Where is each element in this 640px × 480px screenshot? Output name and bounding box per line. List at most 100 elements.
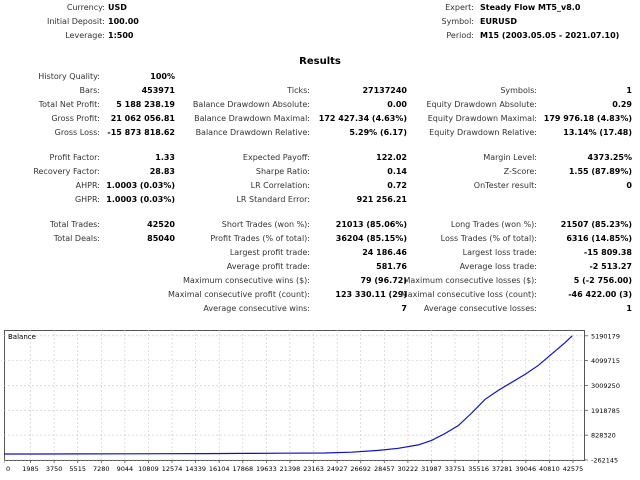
- x-tick-label: 0: [6, 465, 10, 473]
- x-tick-label: 12574: [162, 465, 183, 473]
- currency-label: Currency:: [66, 3, 105, 12]
- y-tick-label: 1918785: [591, 407, 620, 415]
- bal-dd-rel-label: Balance Drawdown Relative:: [195, 128, 310, 137]
- eq-dd-max-label: Equity Drawdown Maximal:: [427, 114, 537, 123]
- history-quality-label: History Quality:: [38, 72, 100, 81]
- y-tick-label: 4099715: [591, 357, 620, 365]
- ghpr-label: GHPR:: [74, 195, 100, 204]
- max-cons-losses-value: 5 (-2 756.00): [573, 276, 632, 285]
- y-tick-label: 3009250: [591, 382, 620, 390]
- bal-dd-rel-value: 5.29% (6.17): [349, 128, 407, 137]
- lr-std-error-value: 921 256.21: [356, 195, 407, 204]
- bars-value: 453971: [141, 86, 175, 95]
- gross-profit-value: 21 062 056.81: [110, 114, 175, 123]
- expected-payoff-value: 122.02: [376, 153, 407, 162]
- x-tick-label: 33751: [445, 465, 466, 473]
- lr-correlation-label: LR Correlation:: [250, 181, 310, 190]
- gross-loss-value: -15 873 818.62: [107, 128, 175, 137]
- eq-dd-rel-value: 13.14% (17.48): [563, 128, 632, 137]
- deposit-label: Initial Deposit:: [47, 17, 105, 26]
- bal-dd-abs-value: 0.00: [387, 100, 407, 109]
- x-tick-label: 21398: [280, 465, 301, 473]
- avg-profit-value: 581.76: [376, 262, 407, 271]
- x-tick-label: 3750: [46, 465, 63, 473]
- recovery-factor-label: Recovery Factor:: [33, 167, 100, 176]
- total-trades-label: Total Trades:: [50, 220, 100, 229]
- largest-loss-label: Largest loss trade:: [462, 248, 537, 257]
- symbol-label: Symbol:: [441, 17, 475, 26]
- chart-title: Balance: [8, 333, 36, 341]
- x-tick-label: 28457: [374, 465, 395, 473]
- recovery-factor-value: 28.83: [149, 167, 175, 176]
- maximal-cons-loss-label: Maximal consecutive loss (count):: [400, 290, 537, 299]
- x-tick-label: 37281: [492, 465, 513, 473]
- y-tick-label: 828320: [591, 432, 616, 440]
- x-tick-label: 40810: [539, 465, 560, 473]
- y-tick-label: 5190179: [591, 332, 620, 340]
- gross-loss-label: Gross Loss:: [54, 128, 100, 137]
- profit-trades-value: 36204 (85.15%): [335, 234, 407, 243]
- deposit-value: 100.00: [108, 17, 139, 26]
- x-tick-label: 42575: [563, 465, 584, 473]
- x-tick-label: 10809: [138, 465, 159, 473]
- largest-profit-value: 24 186.46: [362, 248, 407, 257]
- symbols-label: Symbols:: [500, 86, 537, 95]
- x-tick-label: 16104: [209, 465, 230, 473]
- period-value: M15 (2003.05.05 - 2021.07.10): [480, 31, 620, 40]
- symbols-value: 1: [626, 86, 632, 95]
- expert-label: Expert:: [445, 3, 474, 12]
- net-profit-value: 5 188 238.19: [116, 100, 175, 109]
- short-trades-value: 21013 (85.06%): [335, 220, 407, 229]
- max-cons-wins-label: Maximum consecutive wins ($):: [182, 276, 310, 285]
- x-tick-label: 1985: [22, 465, 39, 473]
- x-tick-label: 31987: [421, 465, 442, 473]
- loss-trades-value: 6316 (14.85%): [566, 234, 632, 243]
- lr-std-error-label: LR Standard Error:: [236, 195, 310, 204]
- bal-dd-abs-label: Balance Drawdown Absolute:: [192, 100, 310, 109]
- total-deals-value: 85040: [147, 234, 175, 243]
- zscore-value: 1.55 (87.89%): [568, 167, 632, 176]
- total-trades-value: 42520: [147, 220, 175, 229]
- bars-label: Bars:: [79, 86, 100, 95]
- ticks-value: 27137240: [362, 86, 407, 95]
- period-label: Period:: [446, 31, 474, 40]
- max-cons-wins-value: 79 (96.72): [360, 276, 407, 285]
- lr-correlation-value: 0.72: [387, 181, 407, 190]
- long-trades-label: Long Trades (won %):: [450, 220, 537, 229]
- avg-loss-label: Average loss trade:: [459, 262, 537, 271]
- max-cons-losses-label: Maximum consecutive losses ($):: [403, 276, 537, 285]
- ahpr-value: 1.0003 (0.03%): [106, 181, 175, 190]
- profit-factor-label: Profit Factor:: [49, 153, 100, 162]
- x-tick-label: 30222: [398, 465, 419, 473]
- symbol-value: EURUSD: [480, 17, 518, 26]
- history-quality-value: 100%: [150, 72, 175, 81]
- avg-cons-wins-value: 7: [401, 304, 407, 313]
- x-tick-label: 39046: [515, 465, 536, 473]
- bal-dd-max-label: Balance Drawdown Maximal:: [194, 114, 310, 123]
- ghpr-value: 1.0003 (0.03%): [106, 195, 175, 204]
- largest-loss-value: -15 809.38: [583, 248, 632, 257]
- profit-factor-value: 1.33: [155, 153, 175, 162]
- profit-trades-label: Profit Trades (% of total):: [210, 234, 310, 243]
- total-deals-label: Total Deals:: [53, 234, 100, 243]
- short-trades-label: Short Trades (won %):: [221, 220, 310, 229]
- avg-profit-label: Average profit trade:: [226, 262, 310, 271]
- avg-cons-wins-label: Average consecutive wins:: [203, 304, 310, 313]
- balance-chart-svg: 0 1985 3750 5515 7280 9044 10809 12574 14339 1610…: [3, 330, 620, 473]
- ticks-label: Ticks:: [287, 86, 310, 95]
- avg-loss-value: -2 513.27: [589, 262, 632, 271]
- leverage-label: Leverage:: [65, 31, 105, 40]
- expert-value: Steady Flow MT5_v8.0: [480, 3, 581, 12]
- x-tick-label: 14339: [185, 465, 206, 473]
- sharpe-value: 0.14: [387, 167, 407, 176]
- avg-cons-losses-label: Average consecutive losses:: [423, 304, 537, 313]
- sharpe-label: Sharpe Ratio:: [255, 167, 310, 176]
- x-tick-label: 7280: [93, 465, 110, 473]
- maximal-cons-loss-value: -46 422.00 (3): [568, 290, 632, 299]
- net-profit-label: Total Net Profit:: [38, 100, 100, 109]
- eq-dd-abs-label: Equity Drawdown Absolute:: [426, 100, 537, 109]
- leverage-value: 1:500: [108, 31, 134, 40]
- largest-profit-label: Largest profit trade:: [229, 248, 310, 257]
- eq-dd-abs-value: 0.29: [612, 100, 632, 109]
- ahpr-label: AHPR:: [75, 181, 100, 190]
